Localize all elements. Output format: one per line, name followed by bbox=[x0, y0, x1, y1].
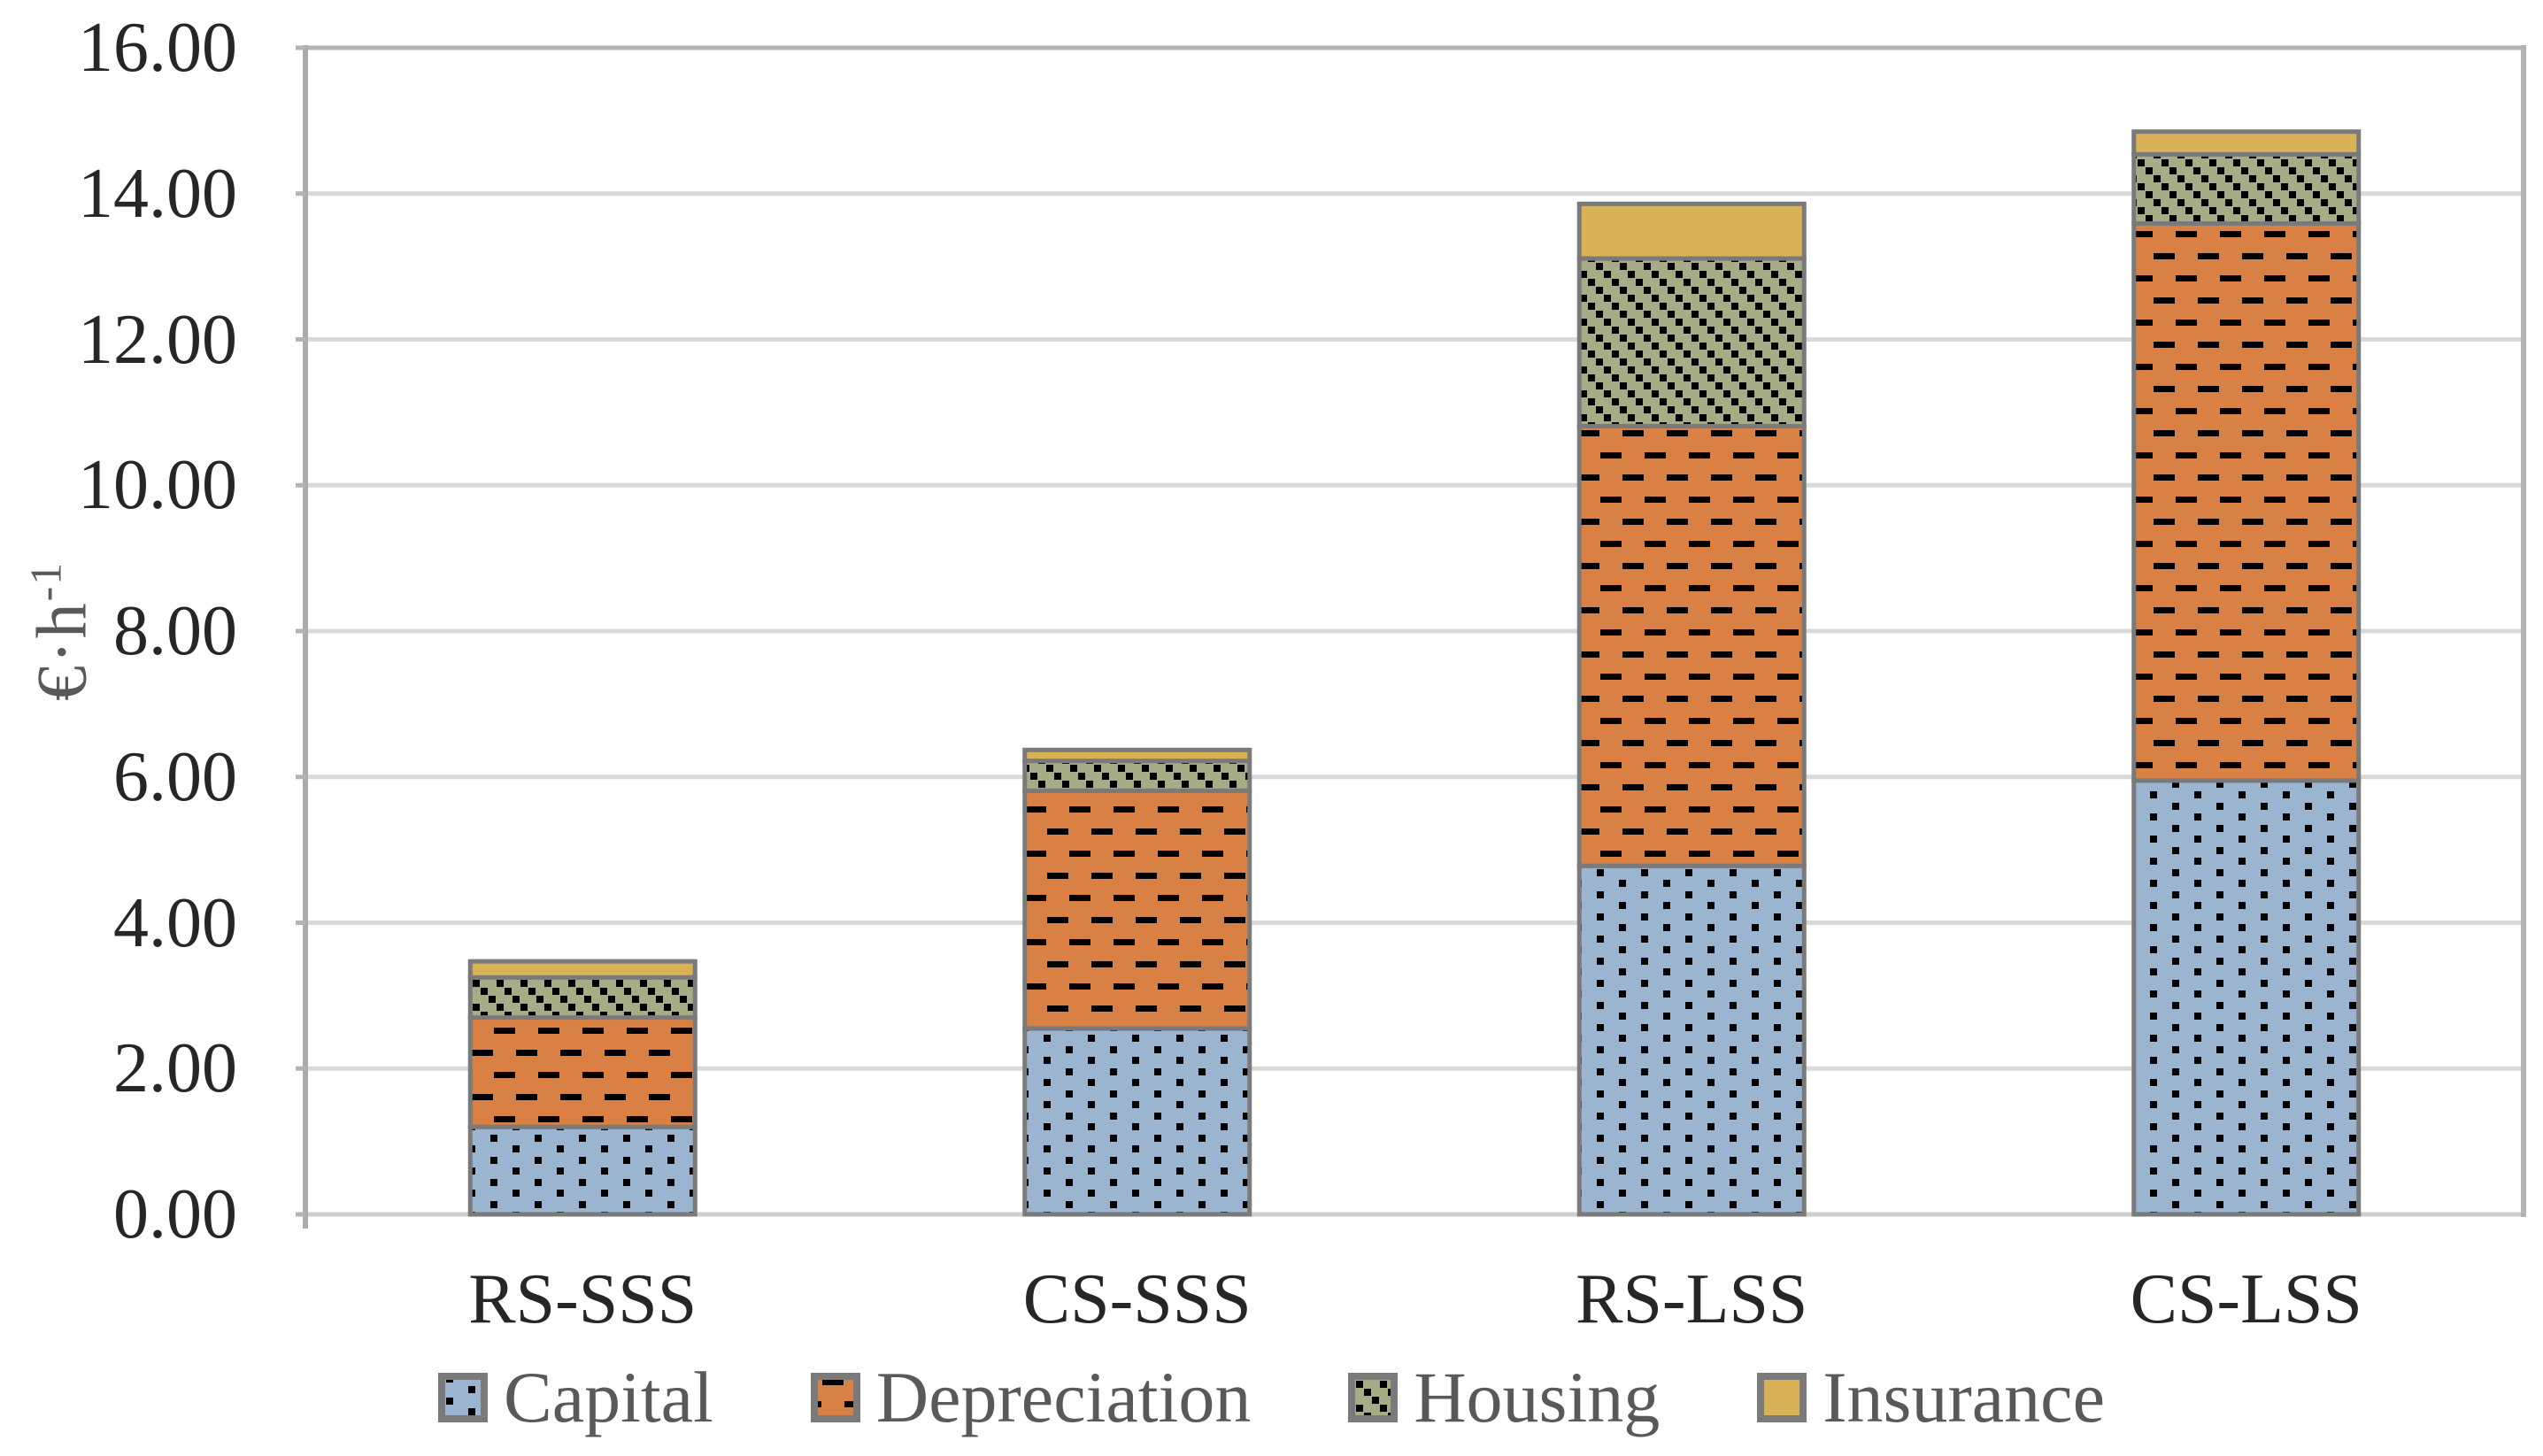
x-axis-label-CS-LSS: CS-LSS bbox=[2130, 1260, 2362, 1338]
legend-swatch-icon bbox=[810, 1373, 860, 1422]
bar-segment-CS-SSS-Capital bbox=[1022, 1026, 1252, 1217]
bar-segment-CS-LSS-Insurance bbox=[2131, 129, 2362, 157]
bar-segment-RS-SSS-Depreciation bbox=[467, 1015, 697, 1129]
legend-label: Depreciation bbox=[875, 1357, 1252, 1437]
y-tick-label: 6.00 bbox=[113, 737, 237, 816]
legend-swatch-dots bbox=[438, 1373, 489, 1422]
bar-segment-CS-LSS-Housing bbox=[2131, 151, 2362, 227]
legend-item-insurance: Insurance bbox=[1757, 1358, 2105, 1437]
legend: Capital Depreciation Housing Insurance bbox=[0, 1358, 2543, 1437]
legend-swatch-icon bbox=[438, 1373, 489, 1422]
bar-segment-CS-SSS-Depreciation bbox=[1022, 788, 1252, 1031]
bar-segment-CS-SSS-Insurance bbox=[1022, 747, 1252, 764]
y-tick-label: 10.00 bbox=[78, 446, 237, 525]
plot-area bbox=[296, 45, 2526, 1229]
legend-item-housing: Housing bbox=[1348, 1358, 1660, 1437]
legend-label: Insurance bbox=[1822, 1357, 2105, 1437]
x-axis-label-RS-SSS: RS-SSS bbox=[468, 1260, 697, 1338]
legend-label: Capital bbox=[504, 1357, 713, 1437]
y-tick-label: 12.00 bbox=[78, 300, 237, 379]
bar-segment-RS-SSS-Housing bbox=[467, 975, 697, 1021]
bar-segment-RS-SSS-Capital bbox=[467, 1124, 697, 1217]
bar-segment-CS-SSS-Housing bbox=[1022, 759, 1252, 793]
y-tick-label: 16.00 bbox=[78, 9, 237, 87]
bar-segment-RS-LSS-Depreciation bbox=[1576, 424, 1807, 868]
bar-segment-RS-LSS-Capital bbox=[1576, 863, 1807, 1217]
legend-label: Housing bbox=[1414, 1357, 1661, 1437]
legend-item-depreciation: Depreciation bbox=[810, 1357, 1252, 1437]
y-tick-label: 0.00 bbox=[113, 1175, 237, 1253]
legend-item-capital: Capital bbox=[438, 1358, 713, 1437]
bar-segment-CS-LSS-Depreciation bbox=[2131, 221, 2362, 783]
x-axis-label-CS-SSS: CS-SSS bbox=[1022, 1260, 1252, 1338]
y-tick-label: 8.00 bbox=[113, 592, 237, 670]
bar-segment-RS-LSS-Housing bbox=[1576, 256, 1807, 429]
legend-swatch-dashes bbox=[810, 1373, 860, 1422]
bar-segment-CS-LSS-Capital bbox=[2131, 778, 2362, 1217]
legend-swatch-solid bbox=[1757, 1373, 1807, 1422]
y-tick-label: 4.00 bbox=[113, 883, 237, 962]
legend-swatch-diagonal bbox=[1348, 1373, 1399, 1422]
y-tick-label: 2.00 bbox=[113, 1029, 237, 1108]
legend-swatch-icon bbox=[1757, 1373, 1807, 1422]
y-tick-label: 14.00 bbox=[78, 154, 237, 233]
legend-swatch-icon bbox=[1348, 1373, 1399, 1422]
bar-segment-RS-SSS-Insurance bbox=[467, 959, 697, 980]
x-axis-label-RS-LSS: RS-LSS bbox=[1576, 1260, 1808, 1338]
bar-segment-RS-LSS-Insurance bbox=[1576, 201, 1807, 261]
